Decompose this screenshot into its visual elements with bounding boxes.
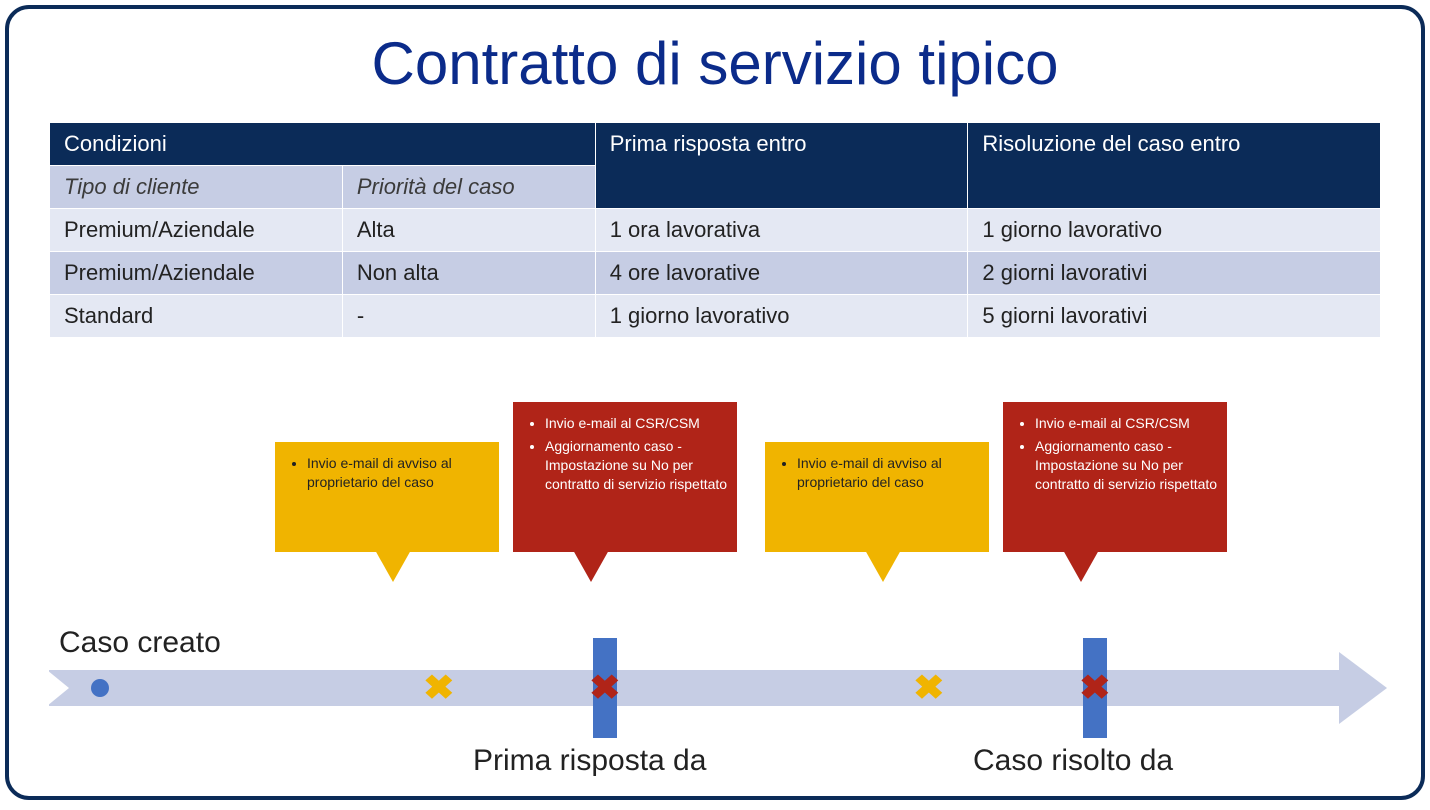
table-row: Premium/Aziendale Non alta 4 ore lavorat… [50,252,1381,295]
fail-callout-1: Invio e-mail al CSR/CSM Aggiornamento ca… [513,402,737,552]
fail-callout-2: Invio e-mail al CSR/CSM Aggiornamento ca… [1003,402,1227,552]
slide-title: Contratto di servizio tipico [49,29,1381,98]
th-first-response: Prima risposta entro [595,123,968,209]
milestone-label-case-resolved: Caso risolto da [973,744,1173,778]
warning-x-icon: ✖ [913,674,945,703]
timeline-arrow-body [49,670,1339,706]
th-conditions: Condizioni [50,123,596,166]
warning-callout-1: Invio e-mail di avviso al proprietario d… [275,442,499,552]
sub-client-type: Tipo di cliente [50,166,343,209]
milestone-label-first-response: Prima risposta da [473,744,706,778]
th-resolution: Risoluzione del caso entro [968,123,1381,209]
start-dot-icon [91,679,109,697]
timeline-arrow-tail [47,670,69,706]
timeline: Caso creato ✖ ✖ ✖ ✖ Invio e-mail di avvi… [49,378,1381,778]
timeline-arrow-head [1339,652,1387,724]
fail-x-icon: ✖ [1079,674,1111,703]
sla-table: Condizioni Prima risposta entro Risoluzi… [49,122,1381,338]
table-row: Premium/Aziendale Alta 1 ora lavorativa … [50,209,1381,252]
warning-x-icon: ✖ [423,674,455,703]
table-row: Standard - 1 giorno lavorativo 5 giorni … [50,295,1381,338]
fail-x-icon: ✖ [589,674,621,703]
warning-callout-2: Invio e-mail di avviso al proprietario d… [765,442,989,552]
start-label: Caso creato [59,626,221,660]
slide-frame: Contratto di servizio tipico Condizioni … [5,5,1425,800]
sub-case-priority: Priorità del caso [342,166,595,209]
